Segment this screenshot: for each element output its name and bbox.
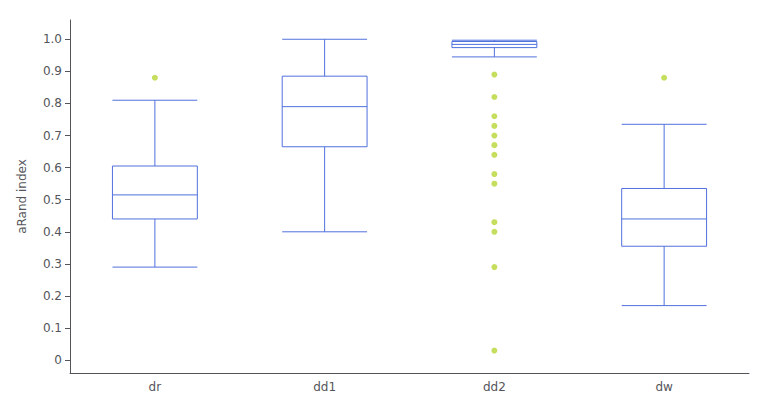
svg-text:0.7: 0.7 (43, 129, 62, 143)
svg-text:0.6: 0.6 (43, 161, 62, 175)
svg-text:0: 0 (54, 353, 62, 367)
svg-text:dd2: dd2 (483, 380, 506, 394)
svg-text:0.1: 0.1 (43, 321, 62, 335)
svg-text:0.8: 0.8 (43, 96, 62, 110)
svg-text:0.3: 0.3 (43, 257, 62, 271)
svg-text:dd1: dd1 (313, 380, 336, 394)
svg-text:dr: dr (149, 380, 162, 394)
svg-text:0.9: 0.9 (43, 64, 62, 78)
svg-text:aRand index: aRand index (15, 159, 29, 234)
svg-text:0.5: 0.5 (43, 193, 62, 207)
svg-text:dw: dw (655, 380, 673, 394)
svg-text:0.2: 0.2 (43, 289, 62, 303)
svg-text:1.0: 1.0 (43, 32, 62, 46)
svg-text:0.4: 0.4 (43, 225, 62, 239)
